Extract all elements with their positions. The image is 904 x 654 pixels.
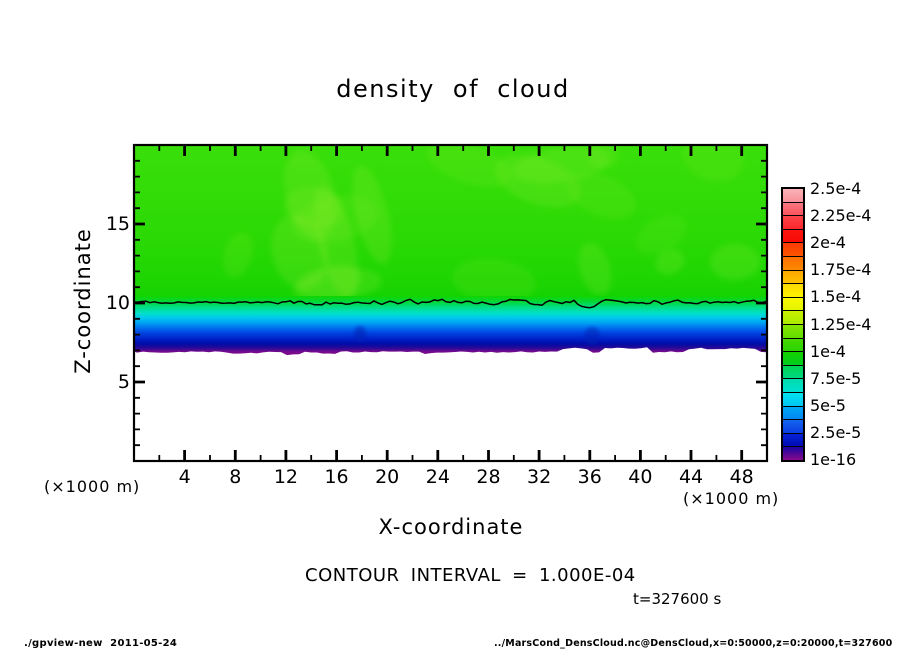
colorbar-cell bbox=[783, 324, 803, 339]
x-tick-label: 8 bbox=[229, 466, 242, 488]
colorbar-label: 2.25e-4 bbox=[810, 206, 872, 226]
colorbar-label: 1.75e-4 bbox=[810, 260, 872, 280]
colorbar-label: 1.25e-4 bbox=[810, 314, 872, 334]
colorbar-cell bbox=[783, 352, 803, 366]
plot-title: density of cloud bbox=[336, 75, 570, 103]
colorbar bbox=[781, 187, 805, 462]
colorbar-cell bbox=[783, 256, 803, 271]
colorbar-label: 1e-4 bbox=[810, 341, 846, 361]
x-tick-label: 40 bbox=[628, 466, 653, 488]
colorbar-label: 7.5e-5 bbox=[810, 368, 862, 388]
x-axis-title: X-coordinate bbox=[378, 515, 524, 539]
colorbar-cell bbox=[783, 270, 803, 285]
colorbar-cell bbox=[783, 243, 803, 257]
x-tick-label: 44 bbox=[678, 466, 704, 488]
z-tick-label: 15 bbox=[105, 213, 130, 235]
colorbar-label: 1.5e-4 bbox=[810, 287, 862, 307]
x-tick-label: 24 bbox=[425, 466, 450, 488]
colorbar-cell bbox=[783, 420, 803, 434]
x-tick-label: 12 bbox=[273, 466, 298, 488]
colorbar-cell bbox=[783, 284, 803, 298]
colorbar-cell bbox=[783, 406, 803, 421]
colorbar-label: 2.5e-4 bbox=[810, 179, 862, 198]
colorbar-cell bbox=[783, 392, 803, 407]
colorbar-label: 2.5e-5 bbox=[810, 422, 862, 442]
colorbar-cell bbox=[783, 202, 803, 217]
time-annotation: t=327600 s bbox=[633, 590, 722, 608]
z-axis-factor-label: (×1000 m) bbox=[44, 477, 141, 496]
colorbar-cell bbox=[783, 216, 803, 230]
x-tick-label: 48 bbox=[729, 466, 754, 488]
z-tick-label: 10 bbox=[105, 292, 130, 314]
x-tick-label: 16 bbox=[324, 466, 349, 488]
footer-command-date: ./gpview-new 2011-05-24 bbox=[24, 638, 178, 649]
colorbar-cell bbox=[783, 297, 803, 312]
x-tick-label: 4 bbox=[178, 466, 191, 488]
colorbar-cell bbox=[783, 229, 803, 244]
x-tick-label: 32 bbox=[527, 466, 552, 488]
colorbar-cell bbox=[783, 365, 803, 380]
colorbar-label: 1e-16 bbox=[810, 450, 857, 469]
footer-data-source: ../MarsCond_DensCloud.nc@DensCloud,x=0:5… bbox=[494, 638, 893, 649]
colorbar-cell bbox=[783, 189, 803, 203]
colorbar-cell bbox=[783, 433, 803, 448]
colorbar-cell bbox=[783, 338, 803, 353]
x-axis-factor-label: (×1000 m) bbox=[683, 489, 780, 508]
colorbar-cell bbox=[783, 447, 803, 460]
colorbar-cell bbox=[783, 379, 803, 393]
colorbar-label: 5e-5 bbox=[810, 395, 846, 415]
colorbar-cell bbox=[783, 311, 803, 325]
x-tick-label: 36 bbox=[577, 466, 602, 488]
contour-interval-note: CONTOUR INTERVAL = 1.000E-04 bbox=[305, 565, 636, 586]
x-tick-label: 28 bbox=[476, 466, 501, 488]
colorbar-label: 2e-4 bbox=[810, 233, 846, 253]
z-tick-label: 5 bbox=[117, 371, 130, 393]
x-tick-label: 20 bbox=[375, 466, 400, 488]
